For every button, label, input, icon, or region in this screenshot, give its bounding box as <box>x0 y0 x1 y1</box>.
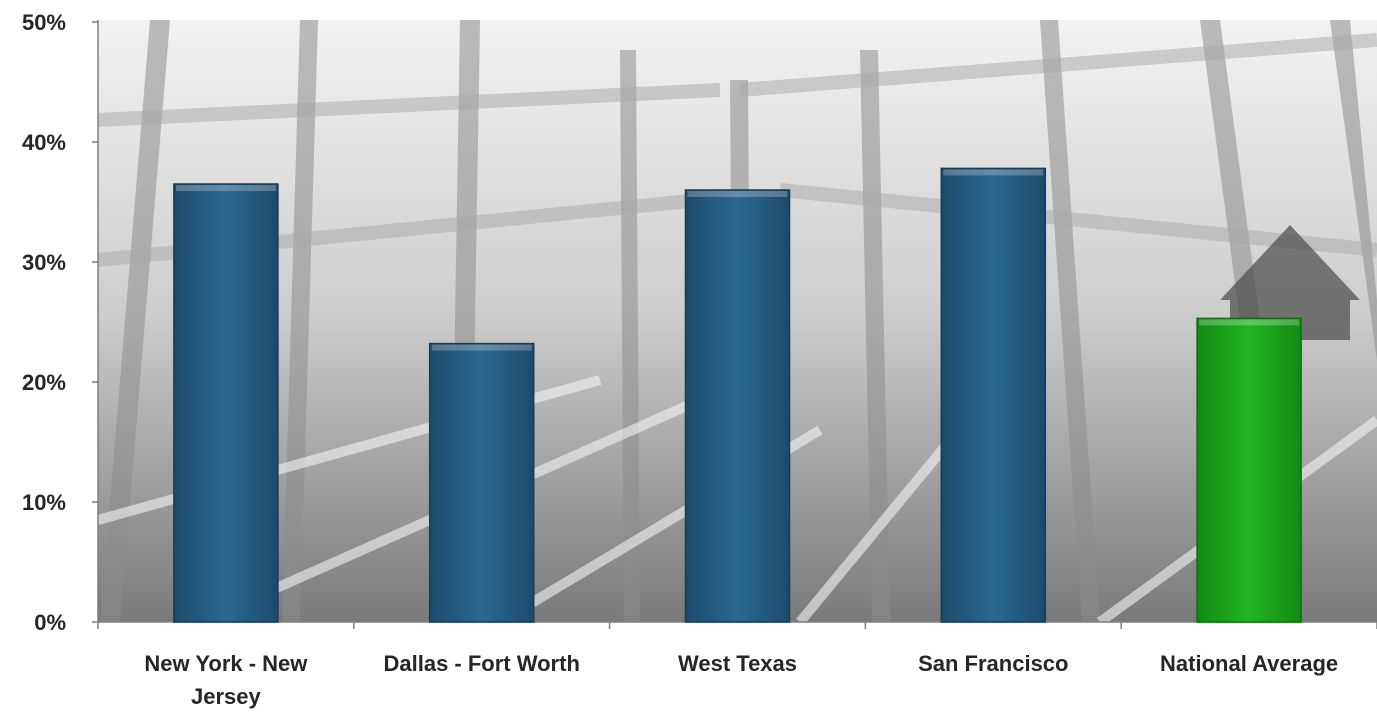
bar-highlight <box>687 191 788 197</box>
category-label-line: San Francisco <box>918 651 1068 676</box>
bar-san-francisco <box>940 167 1047 623</box>
y-tick-label: 20% <box>22 370 66 395</box>
category-label-line: West Texas <box>678 651 797 676</box>
y-tick-label: 30% <box>22 250 66 275</box>
category-label-line: National Average <box>1160 651 1338 676</box>
y-tick-label: 50% <box>22 10 66 35</box>
category-label-line: Dallas - Fort Worth <box>384 651 580 676</box>
bar-new-york-new-jersey <box>173 183 279 623</box>
category-label: National Average <box>1160 651 1338 676</box>
bar-highlight <box>431 344 532 351</box>
y-tick-label: 10% <box>22 490 66 515</box>
bars <box>173 167 1302 623</box>
bar-highlight <box>943 169 1044 176</box>
category-label: New York - New Jersey <box>144 651 308 709</box>
bar-highlight <box>1199 319 1300 326</box>
bar-highlight <box>175 185 276 191</box>
bar-dallas-fort-worth <box>428 342 535 623</box>
category-label: Dallas - Fort Worth <box>384 651 580 676</box>
category-labels: New York - New Jersey Dallas - Fort Worth W… <box>144 651 1338 709</box>
y-tick-label: 40% <box>22 130 66 155</box>
y-axis-ticks: 0% 10% 20% 30% 40% 50% <box>22 10 98 635</box>
x-axis-ticks <box>97 622 1377 629</box>
category-label-line: New York - New <box>144 651 308 676</box>
bar-national-average <box>1196 317 1302 623</box>
y-tick-label: 0% <box>34 610 66 635</box>
category-label: West Texas <box>678 651 797 676</box>
category-label: San Francisco <box>918 651 1068 676</box>
category-label-line: Jersey <box>191 684 262 709</box>
bar-west-texas <box>684 189 791 623</box>
